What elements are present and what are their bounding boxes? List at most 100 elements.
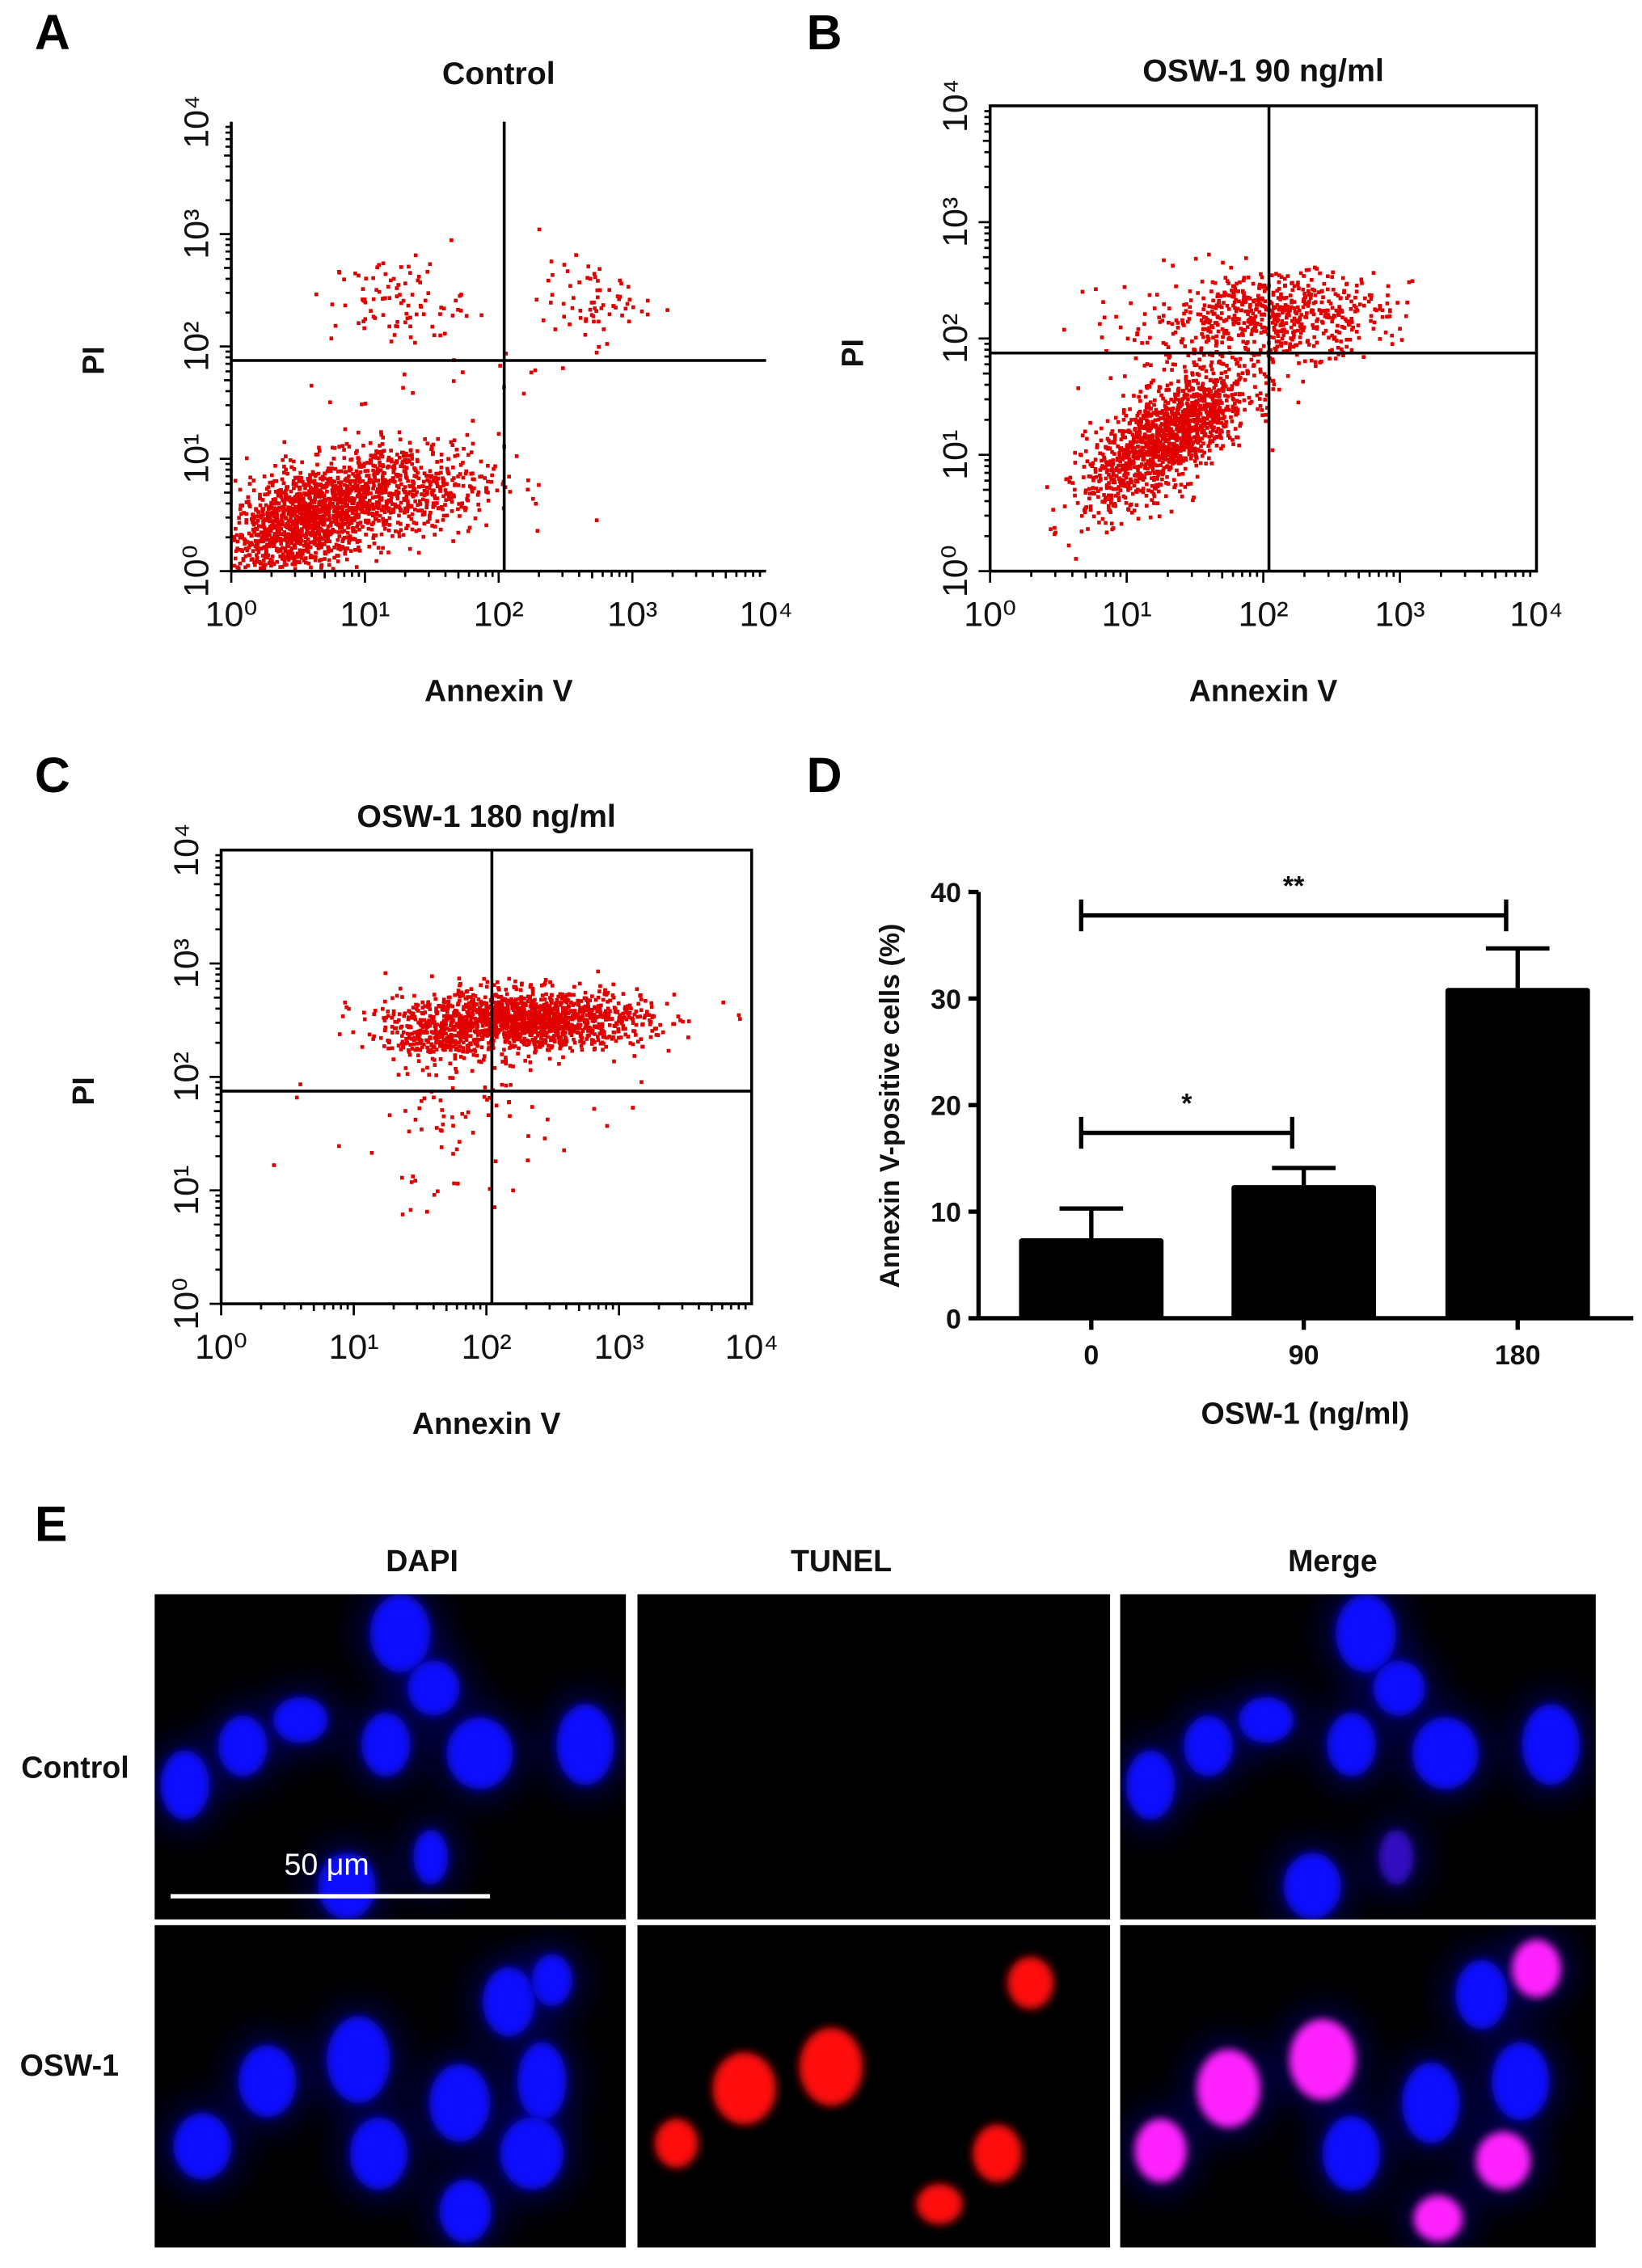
data-point bbox=[1217, 394, 1222, 399]
data-point bbox=[1176, 411, 1181, 416]
data-point bbox=[429, 446, 434, 451]
data-point bbox=[1221, 444, 1225, 449]
data-point bbox=[1261, 344, 1266, 348]
data-point bbox=[1255, 303, 1259, 307]
data-point bbox=[363, 495, 368, 500]
data-point bbox=[296, 529, 301, 533]
data-point bbox=[328, 400, 332, 405]
data-point bbox=[322, 513, 326, 518]
data-point bbox=[1191, 386, 1196, 391]
data-point bbox=[1287, 313, 1291, 318]
data-point bbox=[1206, 328, 1211, 333]
data-point bbox=[1161, 396, 1165, 401]
data-point bbox=[1256, 297, 1261, 301]
data-point bbox=[502, 1048, 506, 1052]
data-point bbox=[1201, 396, 1206, 401]
data-point bbox=[333, 505, 337, 510]
data-point bbox=[1117, 451, 1122, 455]
data-point bbox=[464, 469, 469, 474]
data-point bbox=[1209, 330, 1213, 334]
data-point bbox=[299, 493, 304, 498]
data-point bbox=[1109, 493, 1114, 498]
data-point bbox=[627, 1003, 632, 1008]
data-point bbox=[272, 562, 276, 567]
data-point bbox=[391, 478, 395, 483]
data-point bbox=[585, 1037, 589, 1041]
data-point bbox=[368, 499, 372, 503]
data-point bbox=[1219, 401, 1224, 405]
data-point bbox=[283, 546, 288, 551]
data-point bbox=[1179, 483, 1184, 487]
data-point bbox=[1340, 276, 1345, 280]
data-point bbox=[1315, 340, 1319, 345]
data-point bbox=[450, 443, 455, 447]
data-point bbox=[1306, 304, 1311, 308]
data-point bbox=[1211, 298, 1215, 303]
data-point bbox=[297, 534, 302, 539]
data-point bbox=[305, 545, 309, 550]
data-point bbox=[1175, 468, 1179, 473]
data-point bbox=[1146, 459, 1150, 463]
data-point bbox=[1184, 430, 1188, 434]
data-point bbox=[1098, 451, 1102, 456]
data-point bbox=[330, 483, 334, 487]
data-point bbox=[627, 297, 632, 302]
data-point bbox=[456, 992, 460, 997]
data-point bbox=[1226, 387, 1230, 391]
data-point bbox=[1260, 296, 1264, 301]
data-point bbox=[541, 318, 546, 322]
data-point bbox=[303, 556, 308, 560]
data-point bbox=[594, 309, 598, 314]
data-point bbox=[284, 534, 289, 538]
data-point bbox=[1232, 314, 1237, 318]
data-point bbox=[1145, 362, 1150, 366]
data-point bbox=[1068, 475, 1073, 480]
data-point bbox=[1158, 320, 1163, 324]
data-point bbox=[615, 294, 620, 298]
data-point bbox=[362, 297, 367, 301]
data-point bbox=[1285, 307, 1290, 312]
data-point bbox=[355, 504, 360, 508]
data-point bbox=[1176, 472, 1181, 477]
data-point bbox=[345, 535, 349, 540]
data-point bbox=[329, 462, 334, 466]
data-point bbox=[461, 475, 466, 480]
data-point bbox=[328, 523, 333, 527]
data-point bbox=[344, 487, 349, 491]
data-point bbox=[1260, 312, 1264, 317]
data-point bbox=[1087, 474, 1091, 478]
data-point bbox=[1131, 436, 1136, 441]
data-point bbox=[1233, 402, 1237, 406]
data-point bbox=[282, 502, 287, 506]
data-point bbox=[1234, 357, 1238, 362]
data-point bbox=[445, 466, 450, 471]
data-point bbox=[1221, 384, 1226, 388]
data-point bbox=[1270, 309, 1274, 313]
data-point bbox=[406, 503, 410, 508]
data-point bbox=[1272, 382, 1277, 386]
data-point bbox=[1122, 473, 1127, 478]
data-point bbox=[513, 979, 517, 984]
data-point bbox=[1130, 445, 1134, 450]
data-point bbox=[396, 1043, 401, 1048]
data-point bbox=[1217, 301, 1222, 305]
data-point bbox=[486, 491, 490, 495]
data-point bbox=[424, 485, 429, 490]
data-point bbox=[416, 476, 421, 481]
data-point bbox=[1194, 378, 1198, 383]
data-point bbox=[386, 1014, 390, 1018]
data-point bbox=[589, 1042, 594, 1046]
data-point bbox=[450, 478, 454, 483]
data-point bbox=[1192, 411, 1197, 416]
data-point bbox=[585, 276, 589, 280]
data-point bbox=[412, 508, 417, 512]
data-point bbox=[411, 483, 416, 487]
data-point bbox=[1194, 403, 1199, 407]
data-point bbox=[1138, 452, 1142, 456]
data-point bbox=[312, 500, 317, 504]
data-point bbox=[315, 537, 320, 542]
data-point bbox=[1222, 424, 1226, 428]
data-point bbox=[377, 456, 381, 461]
data-point bbox=[441, 306, 446, 311]
data-point bbox=[1167, 442, 1171, 446]
